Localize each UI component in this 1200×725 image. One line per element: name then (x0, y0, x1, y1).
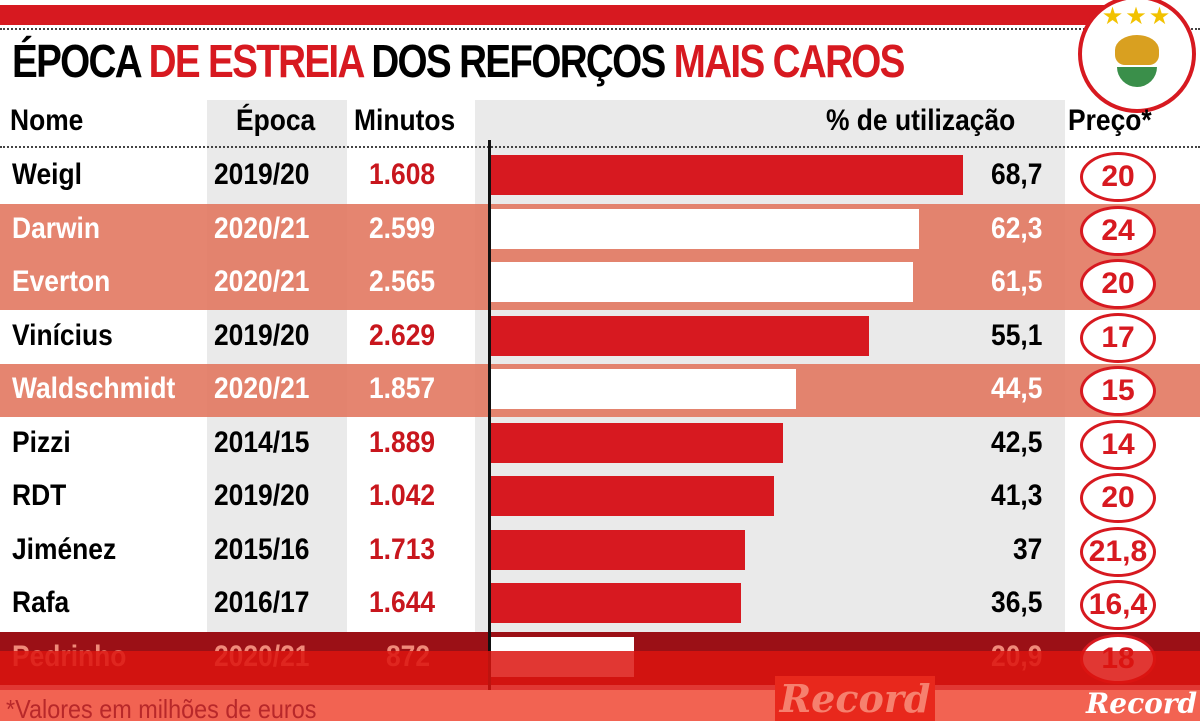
price-badge: 21,8 (1080, 526, 1156, 577)
minutes: 1.889 (369, 425, 436, 459)
club-crest-logo: ★★★ (1078, 0, 1196, 113)
price-badge: 20 (1080, 259, 1156, 309)
price-badge: 20 (1080, 152, 1156, 202)
minutes: 1.608 (369, 158, 436, 191)
table-row: Darwin 2020/21 2.599 62,3 24 (0, 203, 1200, 257)
top-bar (0, 5, 1120, 25)
minutes: 1.713 (369, 532, 436, 566)
pct-label: 44,5 (990, 372, 1042, 405)
ball-icon (1117, 67, 1157, 87)
table-row: Waldschmidt 2020/21 1.857 44,5 15 (0, 364, 1200, 417)
season: 2019/20 (214, 158, 310, 191)
stars-icon: ★★★ (1101, 3, 1173, 30)
minutes: 2.629 (369, 318, 436, 352)
player-name: Weigl (12, 158, 82, 191)
table-row: Weigl 2019/20 1.608 68,7 20 (0, 150, 1200, 203)
table-row: Vinícius 2019/20 2.629 55,1 17 (0, 311, 1200, 364)
season: 2014/15 (214, 425, 310, 459)
player-name: Vinícius (12, 318, 113, 352)
divider (0, 146, 1200, 148)
bar (490, 476, 775, 516)
price-badge: 20 (1080, 473, 1156, 523)
price-badge: 24 (1080, 205, 1156, 256)
page-title: ÉPOCA DE ESTREIA DOS REFORÇOS MAIS CAROS (12, 35, 905, 87)
player-name: Darwin (12, 211, 101, 245)
season: 2020/21 (214, 265, 310, 298)
pct-label: 62,3 (990, 211, 1042, 245)
season: 2016/17 (214, 586, 310, 619)
table-row: Pizzi 2014/15 1.889 42,5 14 (0, 418, 1200, 471)
bar (490, 422, 783, 463)
overlay-band (0, 690, 1200, 721)
pct-label: 61,5 (990, 265, 1042, 298)
record-logo: Record (1086, 687, 1198, 720)
table-row: Rafa 2016/17 1.644 36,5 16,4 (0, 578, 1200, 631)
pct-label: 68,7 (990, 158, 1042, 191)
player-name: Pizzi (12, 425, 71, 459)
price-badge: 15 (1080, 366, 1156, 416)
player-name: Jiménez (12, 532, 117, 566)
eagle-icon (1115, 35, 1159, 65)
player-name: Rafa (12, 586, 70, 619)
table-row: Everton 2020/21 2.565 61,5 20 (0, 257, 1200, 310)
table-row: RDT 2019/20 1.042 41,3 20 (0, 471, 1200, 524)
bar (490, 208, 919, 249)
price-badge: 16,4 (1080, 580, 1156, 630)
price-badge: 17 (1080, 312, 1156, 363)
player-name: Waldschmidt (12, 372, 176, 405)
pct-label: 41,3 (990, 479, 1042, 512)
header-name: Nome (10, 104, 84, 137)
season: 2019/20 (214, 479, 310, 512)
pct-label: 55,1 (990, 318, 1042, 352)
season: 2019/20 (214, 318, 310, 352)
header-minutes: Minutos (354, 104, 456, 137)
minutes: 1.644 (369, 586, 436, 619)
bar (490, 583, 742, 623)
minutes: 1.042 (369, 479, 436, 512)
bar (490, 155, 963, 195)
bar (490, 529, 745, 570)
bar (490, 315, 870, 356)
season: 2015/16 (214, 532, 310, 566)
header-pct: % de utilização (826, 104, 1016, 137)
minutes: 2.565 (369, 265, 436, 298)
bar (490, 369, 797, 409)
chart-axis (488, 140, 491, 690)
minutes: 1.857 (369, 372, 436, 405)
record-watermark: Record (775, 676, 935, 721)
pct-label: 36,5 (990, 586, 1042, 619)
season: 2020/21 (214, 211, 310, 245)
header-season: Época (236, 104, 316, 137)
season: 2020/21 (214, 372, 310, 405)
footnote: *Valores em milhões de euros (6, 694, 317, 724)
table-row: Jiménez 2015/16 1.713 37 21,8 (0, 525, 1200, 578)
divider (0, 28, 1200, 30)
header-price: Preço* (1068, 104, 1152, 137)
overlay-band (0, 651, 1200, 690)
pct-label: 42,5 (990, 425, 1042, 459)
bar (490, 262, 914, 302)
pct-label: 37 (1012, 532, 1042, 566)
player-name: Everton (12, 265, 111, 298)
player-name: RDT (12, 479, 67, 512)
price-badge: 14 (1080, 419, 1156, 470)
minutes: 2.599 (369, 211, 436, 245)
